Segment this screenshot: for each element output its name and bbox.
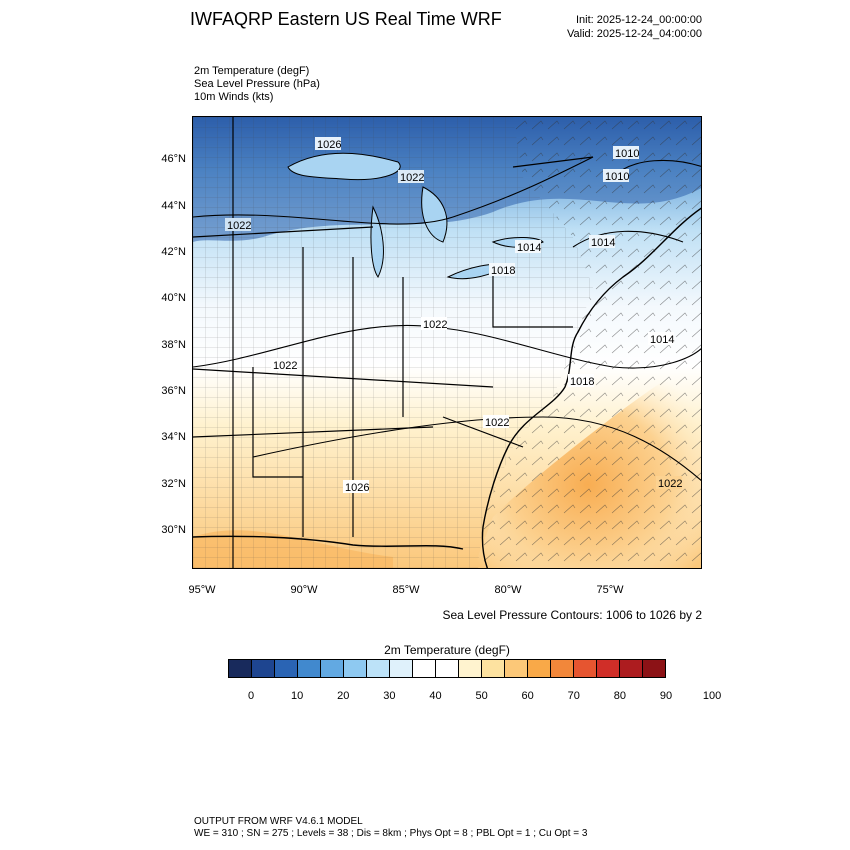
isobar-label: 1018	[489, 263, 515, 277]
lake-michigan	[370, 205, 384, 278]
wind-barbs	[478, 117, 701, 568]
colorbar-swatch	[390, 660, 413, 677]
valid-time: Valid: 2025-12-24_04:00:00	[567, 28, 702, 40]
lat-label: 40°N	[161, 292, 186, 304]
colorbar-swatch	[459, 660, 482, 677]
svg-text:1026: 1026	[317, 139, 341, 151]
init-time: Init: 2025-12-24_00:00:00	[576, 14, 702, 26]
colorbar-tick-label: 20	[337, 690, 350, 702]
svg-text:1022: 1022	[423, 319, 447, 331]
colorbar-swatch	[229, 660, 252, 677]
isobar-labels: 1026 1022 1022 1022 1022 1022 1026 1018 …	[225, 137, 682, 494]
field-winds: 10m Winds (kts)	[194, 91, 274, 103]
colorbar-tick-label: 90	[659, 690, 673, 702]
isobar-label: 1022	[421, 317, 447, 331]
isobar-label: 1022	[483, 415, 509, 429]
svg-text:1022: 1022	[227, 220, 251, 232]
colorbar-swatch	[620, 660, 643, 677]
lon-label: 85°W	[392, 584, 420, 596]
colorbar-tick-label: 30	[383, 690, 396, 702]
lat-label: 30°N	[161, 524, 186, 536]
colorbar-swatch	[482, 660, 505, 677]
isobar-label: 1010	[613, 146, 639, 160]
lat-label: 42°N	[161, 246, 186, 258]
isobar-label: 1022	[398, 170, 424, 184]
colorbar-swatch	[528, 660, 551, 677]
run-times: Init: 2025-12-24_00:00:00 Valid: 2025-12…	[567, 13, 702, 41]
colorbar-swatch	[367, 660, 390, 677]
model-version: OUTPUT FROM WRF V4.6.1 MODEL	[194, 816, 363, 827]
isobar-label: 1026	[343, 480, 369, 494]
lon-label: 95°W	[188, 584, 216, 596]
lake-superior	[287, 152, 401, 181]
svg-text:1026: 1026	[345, 482, 369, 494]
svg-text:1018: 1018	[570, 376, 594, 388]
isobar-label: 1022	[225, 218, 251, 232]
lat-label: 38°N	[161, 339, 186, 351]
svg-text:1022: 1022	[658, 478, 682, 490]
colorbar-swatch	[275, 660, 298, 677]
svg-text:1018: 1018	[491, 265, 515, 277]
colorbar-swatch	[436, 660, 459, 677]
colorbar-swatch	[252, 660, 275, 677]
weather-map: 1026 1022 1022 1022 1022 1022 1026 1018 …	[193, 117, 701, 568]
svg-text:1022: 1022	[485, 417, 509, 429]
map-panel: 1026 1022 1022 1022 1022 1022 1026 1018 …	[192, 116, 702, 569]
lat-label: 32°N	[161, 478, 186, 490]
svg-text:1010: 1010	[605, 171, 629, 183]
colorbar-tick-label: 50	[475, 690, 488, 702]
isobar-label: 1014	[515, 240, 541, 254]
colorbar-swatch	[505, 660, 528, 677]
colorbar-tick-label: 100	[702, 690, 722, 702]
isobar-label: 1026	[315, 137, 341, 151]
colorbar-swatch	[574, 660, 597, 677]
isobar-label: 1022	[271, 358, 297, 372]
colorbar-tick-label: 70	[567, 690, 580, 702]
lat-label: 46°N	[161, 153, 186, 165]
model-info: OUTPUT FROM WRF V4.6.1 MODEL WE = 310 ; …	[194, 816, 587, 840]
isobar-label: 1018	[568, 374, 594, 388]
colorbar-swatch	[551, 660, 574, 677]
model-config: WE = 310 ; SN = 275 ; Levels = 38 ; Dis …	[194, 828, 588, 839]
svg-text:1014: 1014	[650, 334, 674, 346]
svg-text:1022: 1022	[273, 360, 297, 372]
isobar-label: 1014	[648, 332, 674, 346]
isobar-contours	[193, 156, 701, 482]
colorbar-swatch	[344, 660, 367, 677]
colorbar-tick-label: 80	[613, 690, 627, 702]
colorbar-title: 2m Temperature (degF)	[384, 643, 510, 657]
lat-label: 34°N	[161, 431, 186, 443]
isobar-label: 1014	[589, 235, 615, 249]
svg-text:1014: 1014	[517, 242, 541, 254]
temperature-colorbar	[228, 659, 666, 678]
lon-label: 75°W	[596, 584, 624, 596]
lon-label: 80°W	[494, 584, 522, 596]
colorbar-swatch	[298, 660, 321, 677]
lat-label: 44°N	[161, 200, 186, 212]
county-boundaries	[193, 117, 593, 568]
chart-title: IWFAQRP Eastern US Real Time WRF	[190, 9, 502, 29]
svg-text:1010: 1010	[615, 148, 639, 160]
svg-text:1014: 1014	[591, 237, 615, 249]
colorbar-tick-label: 10	[291, 690, 304, 702]
colorbar-swatch	[643, 660, 665, 677]
lat-label: 36°N	[161, 385, 186, 397]
svg-text:1022: 1022	[400, 172, 424, 184]
field-list: 2m Temperature (degF) Sea Level Pressure…	[194, 65, 320, 104]
field-temperature: 2m Temperature (degF)	[194, 65, 310, 77]
lake-huron	[421, 186, 448, 243]
colorbar-tick-label: 0	[247, 690, 255, 702]
field-pressure: Sea Level Pressure (hPa)	[194, 78, 320, 90]
colorbar-swatch	[597, 660, 620, 677]
colorbar-swatch	[321, 660, 344, 677]
isobar-label: 1010	[603, 169, 629, 183]
colorbar-tick-label: 60	[521, 690, 534, 702]
isobar-label: 1022	[656, 476, 682, 490]
gulf-coastline	[193, 535, 464, 550]
colorbar-swatch	[413, 660, 436, 677]
atlantic-coastline	[481, 207, 701, 568]
slp-contour-caption: Sea Level Pressure Contours: 1006 to 102…	[442, 608, 703, 622]
colorbar-tick-label: 40	[429, 690, 442, 702]
lon-label: 90°W	[290, 584, 318, 596]
